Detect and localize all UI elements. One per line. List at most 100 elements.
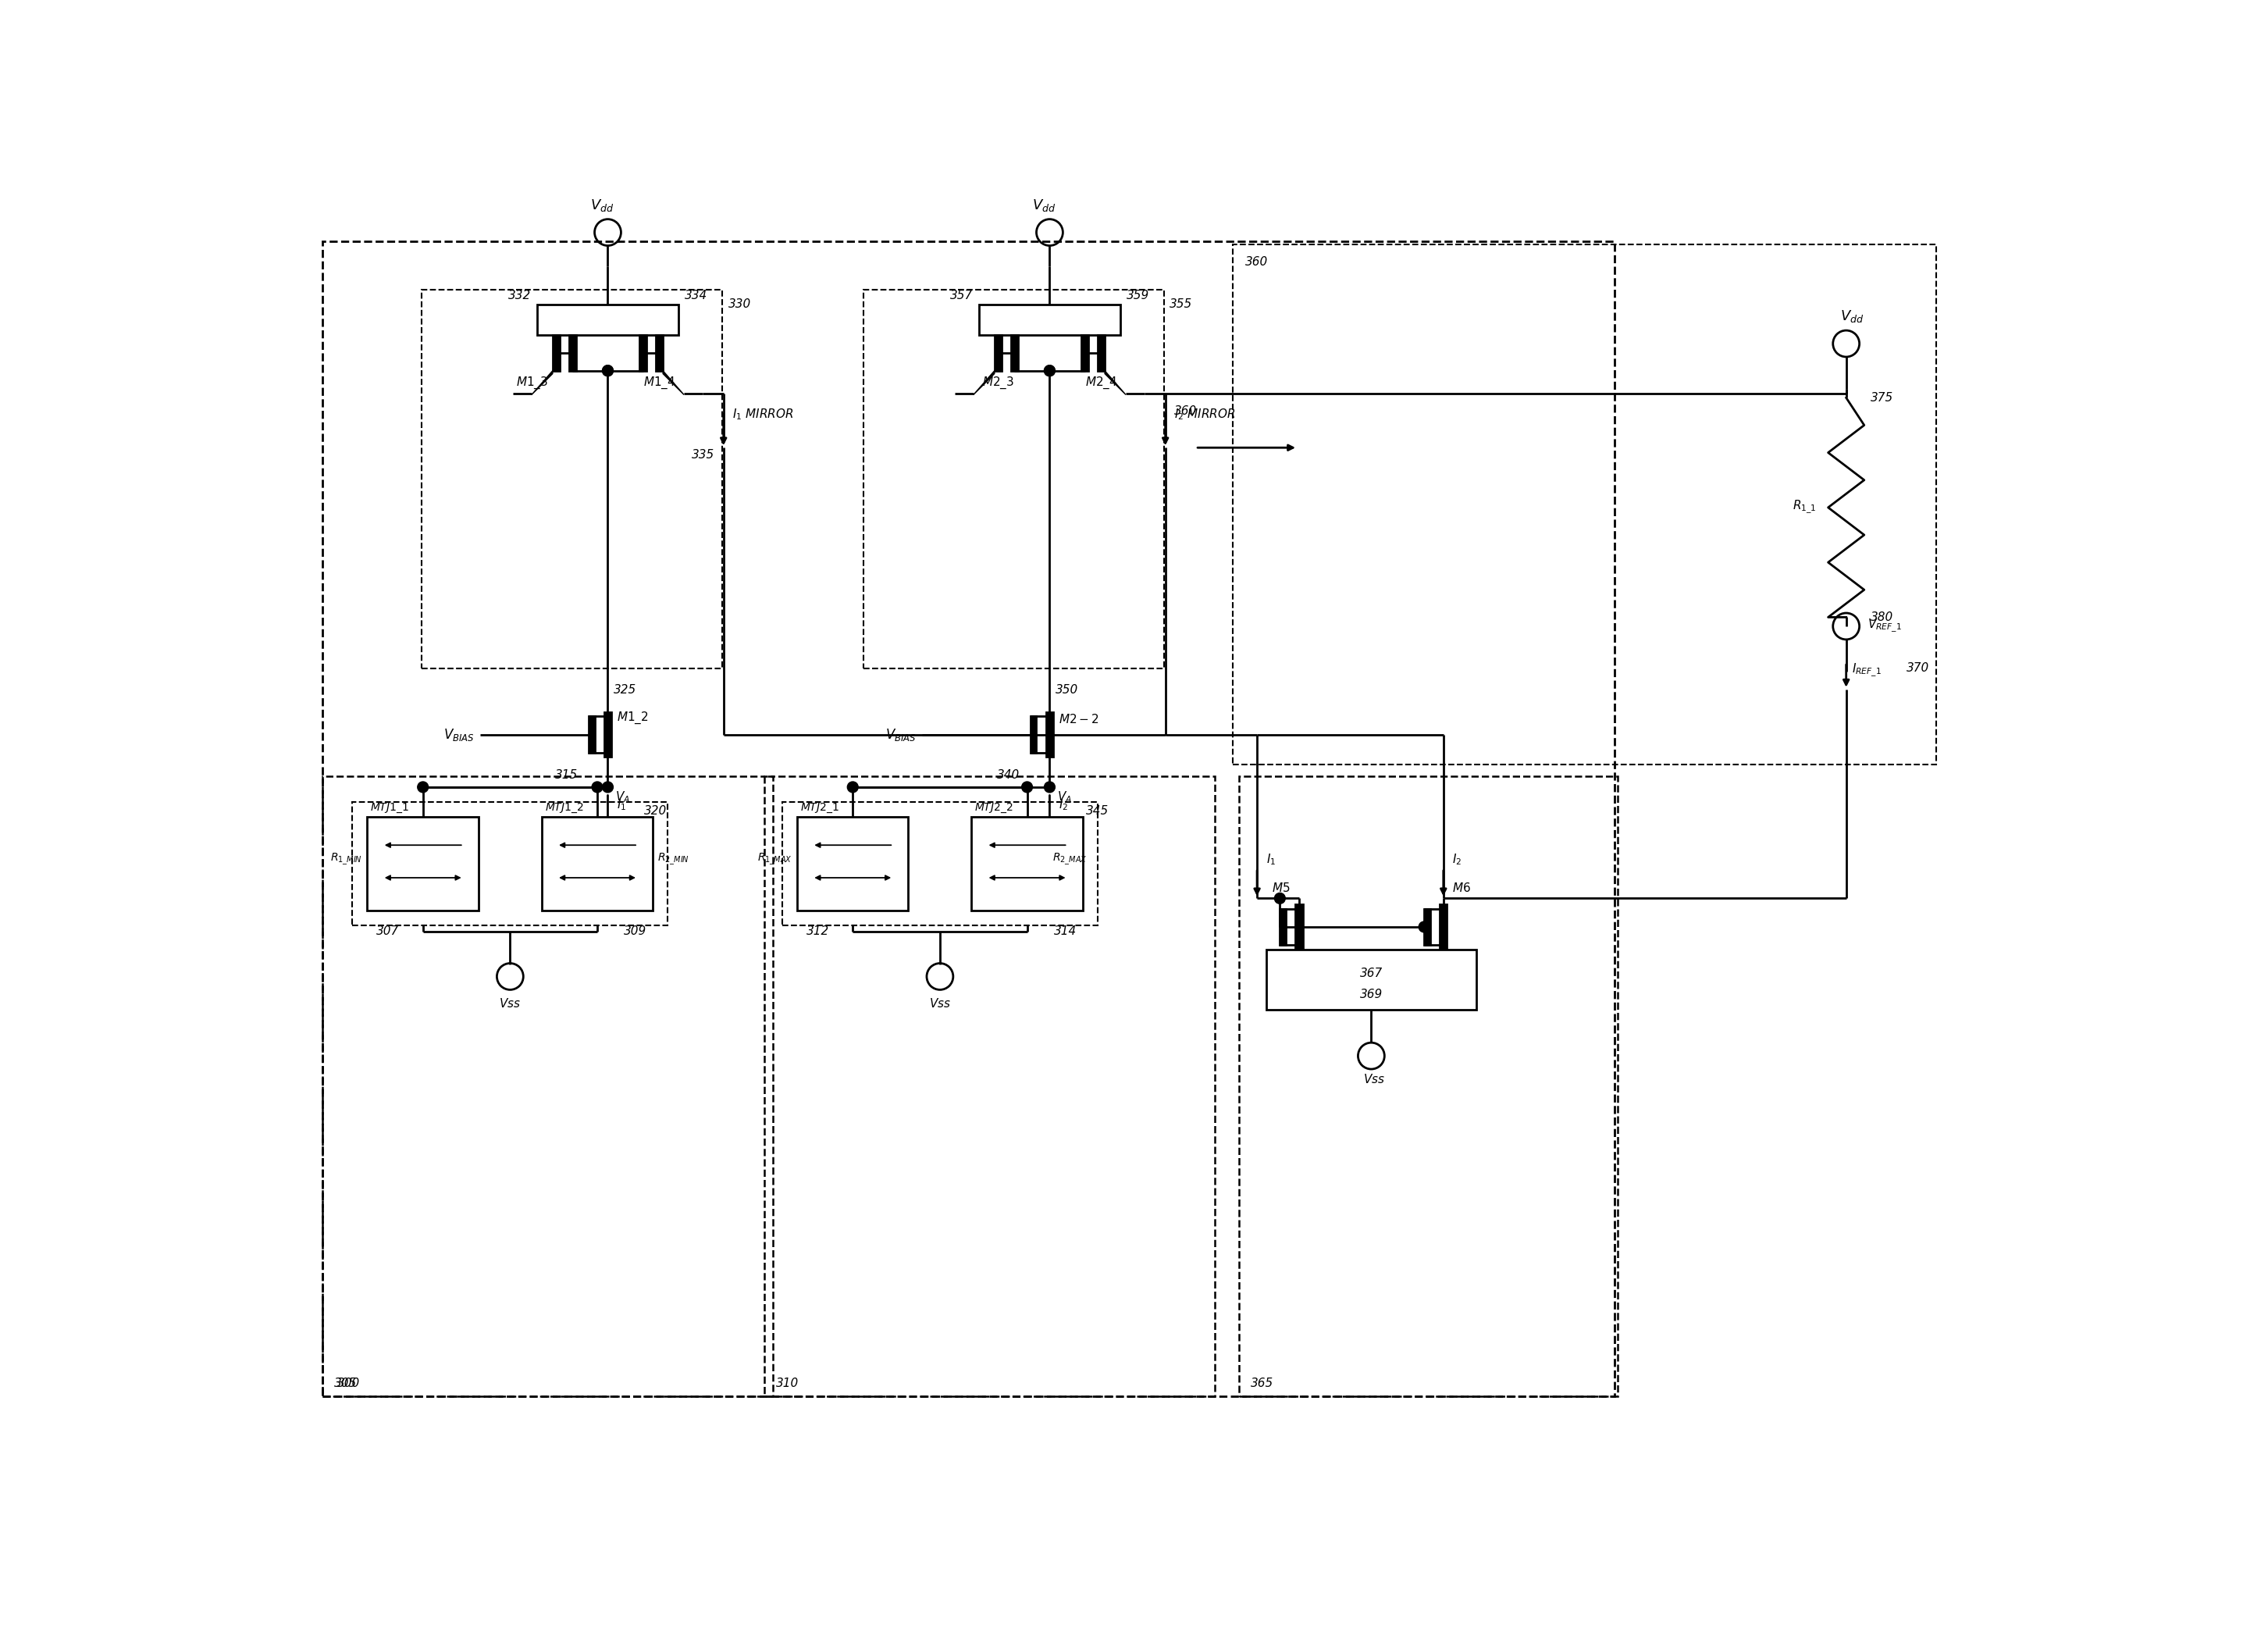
Circle shape bbox=[848, 782, 857, 792]
Bar bbox=[796, 816, 909, 910]
Bar bbox=[782, 802, 1098, 926]
Circle shape bbox=[603, 365, 612, 376]
Text: 359: 359 bbox=[1127, 290, 1150, 301]
Circle shape bbox=[1275, 893, 1286, 903]
Text: $V_{dd}$: $V_{dd}$ bbox=[590, 198, 615, 213]
Circle shape bbox=[1021, 782, 1032, 792]
Bar bbox=[352, 802, 667, 926]
Text: $V_{dd}$: $V_{dd}$ bbox=[1839, 309, 1864, 324]
Text: $R_{1\_MIN}$: $R_{1\_MIN}$ bbox=[331, 851, 363, 867]
Text: $I_2$: $I_2$ bbox=[1059, 798, 1068, 813]
Text: $I_1$: $I_1$ bbox=[1266, 852, 1275, 867]
Bar bbox=[1266, 949, 1476, 1009]
Text: $M5$: $M5$ bbox=[1272, 882, 1290, 893]
Text: 334: 334 bbox=[685, 290, 708, 301]
Text: 345: 345 bbox=[1086, 805, 1109, 816]
Text: $MTJ2\_2$: $MTJ2\_2$ bbox=[975, 802, 1014, 815]
Text: 315: 315 bbox=[556, 769, 578, 780]
Text: 305: 305 bbox=[333, 1378, 356, 1389]
Bar bbox=[1295, 905, 1302, 949]
Bar bbox=[971, 816, 1082, 910]
Text: 320: 320 bbox=[644, 805, 667, 816]
Circle shape bbox=[603, 365, 612, 376]
Circle shape bbox=[592, 782, 603, 792]
Text: $M1\_3$: $M1\_3$ bbox=[517, 375, 549, 391]
Text: 370: 370 bbox=[1907, 663, 1930, 674]
Text: 355: 355 bbox=[1170, 298, 1193, 309]
Text: $M2-2$: $M2-2$ bbox=[1059, 713, 1100, 725]
Text: 309: 309 bbox=[624, 926, 646, 937]
Text: $V_{dd}$: $V_{dd}$ bbox=[1032, 198, 1055, 213]
Bar bbox=[322, 777, 773, 1396]
Text: $R_{1\_MAX}$: $R_{1\_MAX}$ bbox=[758, 851, 792, 867]
Bar bbox=[367, 816, 479, 910]
Text: $M2\_4$: $M2\_4$ bbox=[1084, 375, 1118, 391]
Text: 330: 330 bbox=[728, 298, 751, 309]
Text: 380: 380 bbox=[1871, 612, 1894, 623]
Text: $V_A$: $V_A$ bbox=[1057, 790, 1073, 805]
Text: $R_{1\_1}$: $R_{1\_1}$ bbox=[1792, 499, 1817, 515]
Text: $M1\_2$: $M1\_2$ bbox=[617, 710, 649, 725]
Bar bbox=[422, 290, 721, 669]
Bar bbox=[864, 290, 1163, 669]
Text: 369: 369 bbox=[1361, 988, 1383, 1000]
Text: $I_1$ MIRROR: $I_1$ MIRROR bbox=[733, 407, 794, 422]
Bar bbox=[603, 712, 612, 757]
Bar bbox=[1424, 910, 1431, 946]
Text: $Vss$: $Vss$ bbox=[499, 998, 522, 1009]
Text: 314: 314 bbox=[1055, 926, 1077, 937]
Text: 360: 360 bbox=[1245, 257, 1268, 268]
Text: $I_2$: $I_2$ bbox=[1452, 852, 1463, 867]
Bar bbox=[1440, 905, 1447, 949]
Text: 310: 310 bbox=[776, 1378, 798, 1389]
Text: $MTJ2\_1$: $MTJ2\_1$ bbox=[801, 802, 839, 815]
Text: $Vss$: $Vss$ bbox=[930, 998, 950, 1009]
Text: $V_{BIAS}$: $V_{BIAS}$ bbox=[442, 726, 474, 743]
Text: $I_2$ MIRROR: $I_2$ MIRROR bbox=[1175, 407, 1236, 422]
Bar bbox=[655, 335, 662, 371]
Bar bbox=[1030, 717, 1036, 753]
Text: 340: 340 bbox=[996, 769, 1021, 780]
Text: 325: 325 bbox=[615, 684, 637, 695]
Text: $V_{BIAS}$: $V_{BIAS}$ bbox=[885, 726, 916, 743]
Bar bbox=[553, 335, 560, 371]
Text: 332: 332 bbox=[508, 290, 531, 301]
Bar bbox=[538, 304, 678, 335]
Bar bbox=[322, 242, 1615, 1396]
Bar bbox=[1234, 244, 1937, 764]
Bar bbox=[1012, 335, 1018, 371]
Bar bbox=[1279, 910, 1286, 946]
Text: 357: 357 bbox=[950, 290, 973, 301]
Bar bbox=[1238, 777, 1617, 1396]
Text: $MTJ1\_1$: $MTJ1\_1$ bbox=[370, 802, 408, 815]
Text: $I_{REF\_1}$: $I_{REF\_1}$ bbox=[1853, 663, 1882, 679]
Text: 375: 375 bbox=[1871, 391, 1894, 404]
Circle shape bbox=[1420, 921, 1429, 933]
Text: 360: 360 bbox=[1175, 406, 1198, 417]
Bar bbox=[1098, 335, 1105, 371]
Polygon shape bbox=[662, 371, 685, 394]
Bar bbox=[587, 717, 594, 753]
Bar bbox=[980, 304, 1120, 335]
Text: $V_A$: $V_A$ bbox=[615, 790, 631, 805]
Text: $V_{REF\_1}$: $V_{REF\_1}$ bbox=[1867, 618, 1901, 635]
Circle shape bbox=[1043, 782, 1055, 792]
Text: $R_{2\_MAX}$: $R_{2\_MAX}$ bbox=[1052, 851, 1086, 867]
Text: 312: 312 bbox=[805, 926, 830, 937]
Bar bbox=[764, 777, 1216, 1396]
Bar bbox=[569, 335, 576, 371]
Text: $Vss$: $Vss$ bbox=[1363, 1073, 1386, 1085]
Text: $M2\_3$: $M2\_3$ bbox=[982, 375, 1014, 391]
Text: $M6$: $M6$ bbox=[1452, 882, 1472, 893]
Bar bbox=[1082, 335, 1089, 371]
Polygon shape bbox=[1105, 371, 1125, 394]
Polygon shape bbox=[973, 371, 993, 394]
Text: 367: 367 bbox=[1361, 967, 1383, 980]
Polygon shape bbox=[531, 371, 553, 394]
Text: 335: 335 bbox=[692, 448, 714, 461]
Text: $MTJ1\_2$: $MTJ1\_2$ bbox=[544, 802, 583, 815]
Text: $I_1$: $I_1$ bbox=[617, 798, 626, 813]
Text: $M1\_4$: $M1\_4$ bbox=[644, 375, 676, 391]
Text: 307: 307 bbox=[376, 926, 399, 937]
Text: $R_{2\_MIN}$: $R_{2\_MIN}$ bbox=[658, 851, 689, 867]
